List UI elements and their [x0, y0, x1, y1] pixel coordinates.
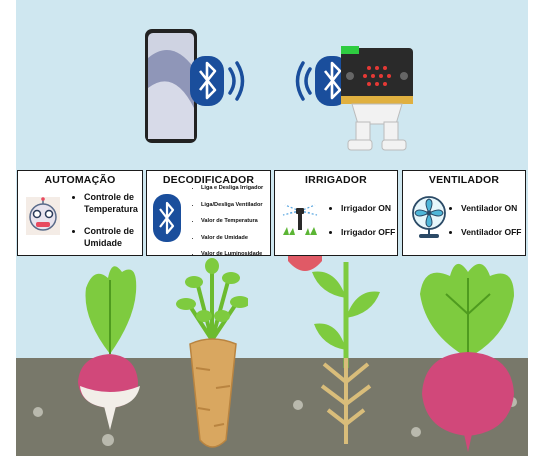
list-item: Valor de Luminosidade	[201, 251, 273, 257]
microbit-robot-icon	[341, 46, 413, 151]
diagram-canvas: AUTOMAÇÃO Controle de Temperatura Contro…	[16, 0, 528, 456]
list-item: Liga/Desliga Ventilador	[201, 202, 273, 208]
card-decodificador: DECODIFICADOR Liga e Desliga Irrigador L…	[146, 170, 273, 257]
card-title: IRRIGADOR	[305, 174, 367, 186]
sapling-icon	[312, 262, 380, 444]
list-item: Ventilador OFF	[461, 227, 527, 237]
bluetooth-icon	[295, 56, 349, 106]
card-irrigador: IRRIGADOR Irrigador ON Irrigador OFF	[274, 170, 398, 256]
list-item: Liga e Desliga Irrigador	[201, 185, 273, 191]
robot-icon	[26, 197, 60, 235]
sprinkler-icon	[282, 204, 318, 235]
smartphone-icon	[145, 29, 197, 143]
card-automacao: AUTOMAÇÃO Controle de Temperatura Contro…	[17, 170, 143, 256]
list-item: Controle de Temperatura	[84, 191, 140, 215]
list-item: Ventilador ON	[461, 203, 527, 213]
list-item: Irrigador OFF	[341, 227, 399, 237]
list-item: Valor de Temperatura	[201, 218, 273, 224]
carrot-icon	[176, 258, 248, 448]
radish-white-icon	[78, 266, 140, 430]
fan-icon	[412, 196, 446, 238]
card-title: AUTOMAÇÃO	[44, 174, 116, 186]
bluetooth-icon	[153, 194, 181, 242]
card-ventilador: VENTILADOR Ventilador ON Ventilador OFF	[402, 170, 526, 256]
bluetooth-icon	[190, 56, 245, 106]
list-item: Valor de Umidade	[201, 235, 273, 241]
list-item: Irrigador ON	[341, 203, 399, 213]
radish-red-icon	[420, 263, 514, 452]
list-item: Controle de Umidade	[84, 225, 140, 249]
card-title: DECODIFICADOR	[162, 174, 255, 186]
card-title: VENTILADOR	[428, 174, 500, 186]
